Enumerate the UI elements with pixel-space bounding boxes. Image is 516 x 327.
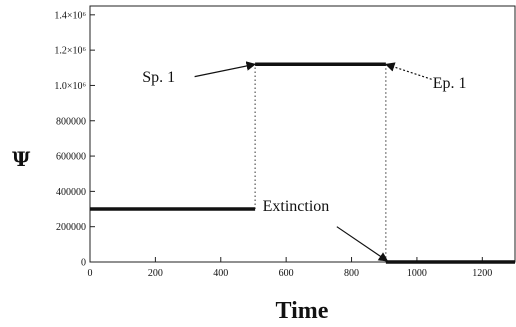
data-series xyxy=(90,62,515,264)
annotations: Sp. 1 Ep. 1 Extinction xyxy=(142,61,467,262)
y-tick-label: 600000 xyxy=(56,152,86,163)
annotation-label: Extinction xyxy=(263,198,330,215)
annotation-label: Sp. 1 xyxy=(142,69,175,86)
y-tick-label: 1.4×10⁶ xyxy=(54,10,86,21)
x-tick-label: 1200 xyxy=(472,268,492,279)
x-tick-label: 0 xyxy=(88,268,93,279)
x-tick-label: 1000 xyxy=(407,268,427,279)
annotation-arrow xyxy=(336,226,389,262)
transition-lines xyxy=(254,64,387,262)
y-tick-label: 200000 xyxy=(56,222,86,233)
annotation-arrow xyxy=(194,61,257,78)
y-axis-title: Ψ xyxy=(12,147,31,171)
x-tick-label: 400 xyxy=(213,268,228,279)
annotation-label: Ep. 1 xyxy=(433,75,467,92)
y-tick-label: 1.0×10⁶ xyxy=(54,81,86,92)
x-tick-label: 800 xyxy=(344,268,359,279)
x-axis-title: Time xyxy=(276,298,329,324)
x-tick-label: 600 xyxy=(279,268,294,279)
y-axis-ticks: 0 200000 400000 600000 800000 1.0×10⁶ 1.2×10⁶ 1… xyxy=(54,10,95,269)
y-tick-label: 400000 xyxy=(56,187,86,198)
y-tick-label: 1.2×10⁶ xyxy=(54,46,86,57)
y-tick-label: 800000 xyxy=(56,116,86,127)
plot-frame xyxy=(89,5,516,263)
x-tick-label: 200 xyxy=(148,268,163,279)
annotation-arrow xyxy=(384,62,432,80)
y-tick-label: 0 xyxy=(81,258,86,269)
x-axis-ticks: 0 200 400 600 800 1000 1200 xyxy=(88,257,492,279)
